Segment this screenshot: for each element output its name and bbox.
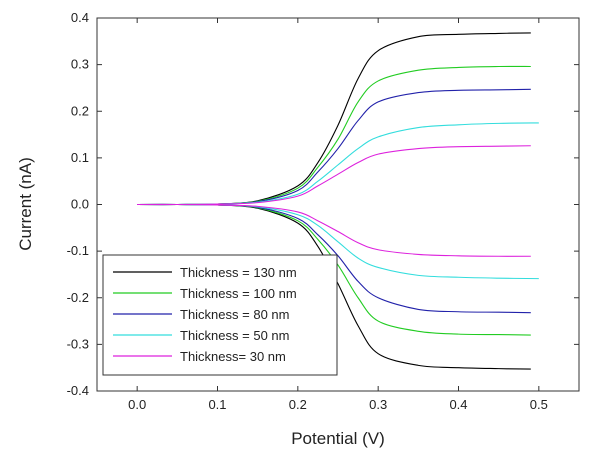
y-tick-label: 0.2 — [71, 103, 89, 118]
x-tick-label: 0.1 — [208, 397, 226, 412]
legend-label: Thickness = 50 nm — [180, 328, 289, 343]
legend-label: Thickness = 100 nm — [180, 286, 297, 301]
legend-label: Thickness = 130 nm — [180, 265, 297, 280]
legend-box — [102, 254, 338, 376]
legend-label: Thickness = 80 nm — [180, 307, 289, 322]
x-tick-label: 0.3 — [369, 397, 387, 412]
y-tick-label: -0.2 — [67, 290, 89, 305]
ticks-layer: 0.0 0.1 0.2 0.3 0.4 0.5 0.4 0.3 0.2 0.1 0.0 -0.1 -0.… — [67, 10, 579, 412]
y-tick-label: 0.0 — [71, 197, 89, 212]
series-layer — [137, 32, 539, 370]
x-tick-label: 0.0 — [128, 397, 146, 412]
legend: Thickness = 130 nm Thickness = 100 nm Thic… — [102, 254, 338, 376]
y-tick-label: -0.1 — [67, 243, 89, 258]
y-tick-label: 0.3 — [71, 57, 89, 72]
y-axis-title: Current (nA) — [16, 157, 35, 251]
x-tick-label: 0.4 — [449, 397, 467, 412]
x-axis-title: Potential (V) — [291, 429, 385, 448]
x-tick-label: 0.2 — [289, 397, 307, 412]
series-line-lower-4 — [137, 203, 531, 257]
y-tick-label: 0.1 — [71, 150, 89, 165]
y-tick-label: -0.4 — [67, 383, 89, 398]
legend-label: Thickness= 30 nm — [180, 349, 286, 364]
x-tick-label: 0.5 — [530, 397, 548, 412]
y-tick-label: -0.3 — [67, 336, 89, 351]
y-tick-label: 0.4 — [71, 10, 89, 25]
series-line-upper-4 — [137, 145, 531, 206]
